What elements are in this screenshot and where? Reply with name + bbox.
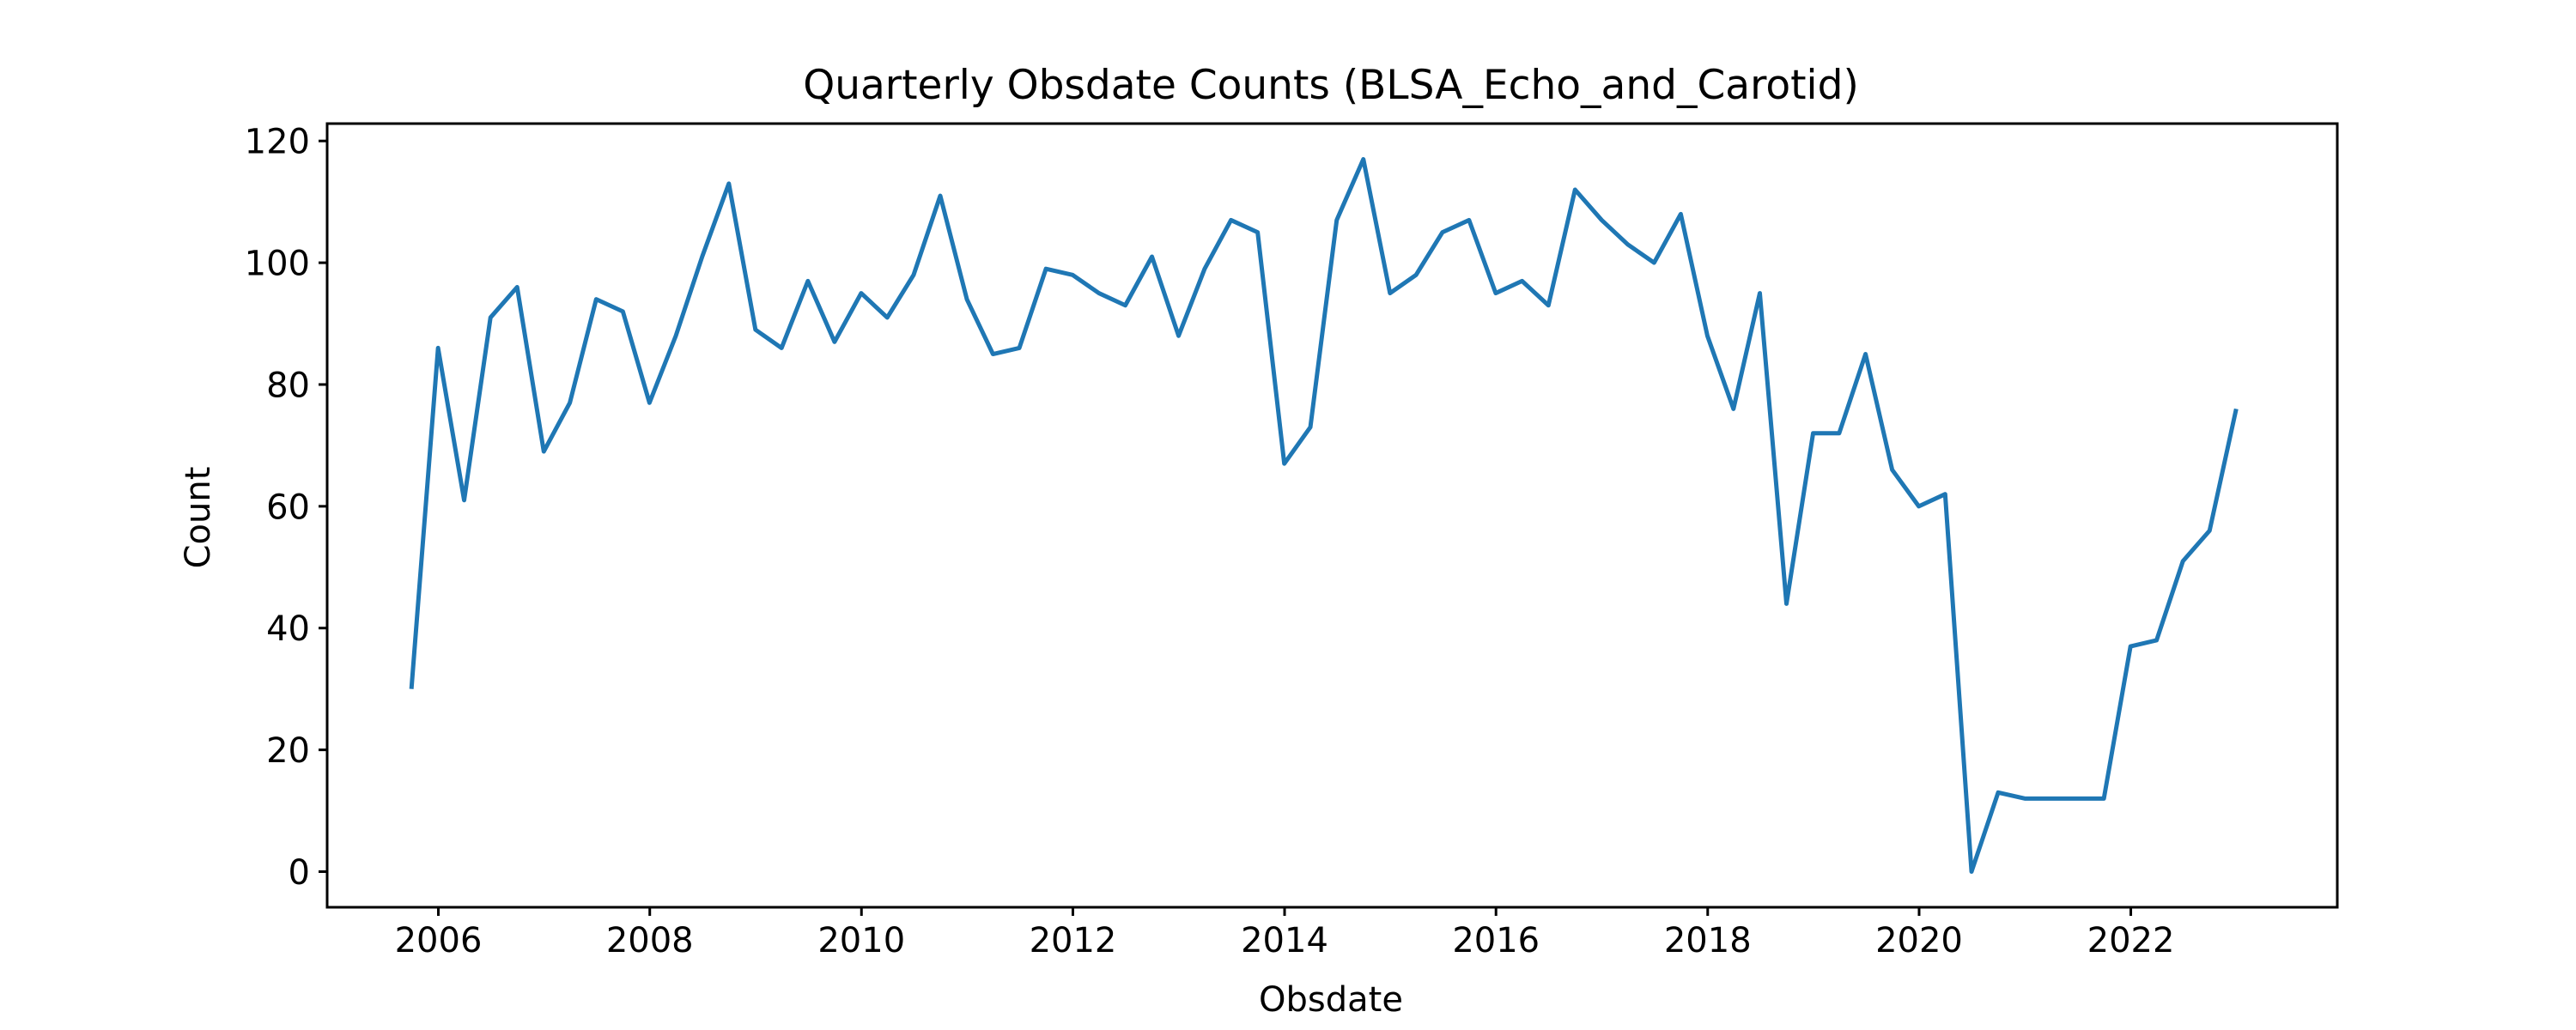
x-tick-label: 2014: [1241, 921, 1328, 960]
y-tick-label: 60: [266, 488, 310, 527]
y-tick-label: 120: [245, 123, 310, 162]
plot-frame: [325, 122, 2339, 909]
x-axis: 2006 2008 2010 2012 2014 2016 2018 2020 2022: [395, 907, 2175, 960]
x-tick-label: 2006: [395, 921, 483, 960]
plot-area: [409, 157, 2239, 874]
x-axis-label: Obsdate: [1259, 980, 1403, 1020]
y-axis: 0 20 40 60 80 100 120: [245, 123, 327, 893]
y-tick-label: 40: [266, 609, 310, 649]
y-tick-label: 0: [289, 853, 310, 893]
series-line: [409, 157, 2239, 874]
x-tick-label: 2018: [1664, 921, 1752, 960]
x-tick-label: 2010: [817, 921, 905, 960]
x-tick-label: 2008: [606, 921, 694, 960]
x-tick-label: 2022: [2087, 921, 2175, 960]
y-tick-label: 80: [266, 366, 310, 405]
y-axis-label: Count: [179, 467, 218, 569]
x-tick-label: 2016: [1452, 921, 1540, 960]
y-tick-label: 20: [266, 731, 310, 771]
chart-title: Quarterly Obsdate Counts (BLSA_Echo_and_…: [803, 62, 1859, 109]
y-tick-label: 100: [245, 244, 310, 283]
x-tick-label: 2020: [1875, 921, 1963, 960]
x-tick-label: 2012: [1030, 921, 1117, 960]
